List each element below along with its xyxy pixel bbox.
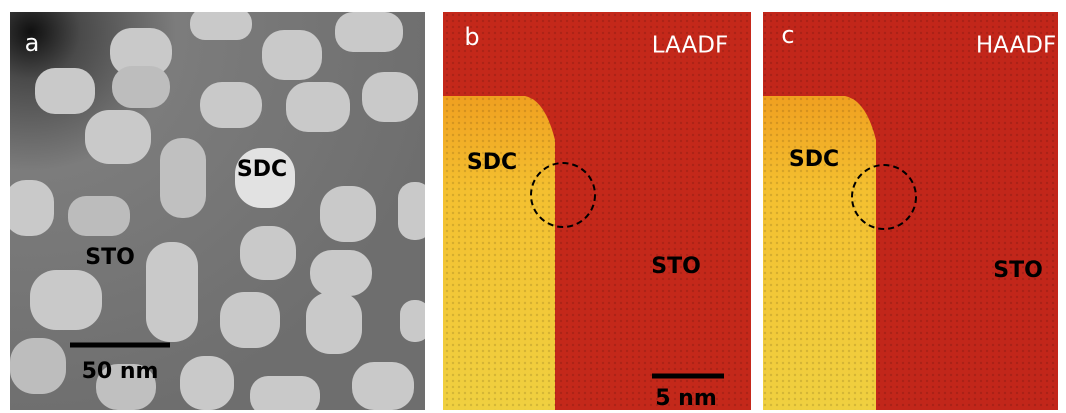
scale-bar-label: 50 nm <box>82 359 159 384</box>
panel-b: b LAADF SDC STO 5 nm <box>443 12 751 411</box>
material-label: STO <box>85 245 135 270</box>
material-label: SDC <box>789 147 839 172</box>
material-label: STO <box>651 254 701 279</box>
panel-label: c <box>781 21 794 49</box>
figure: a SDC STO 50 nm b LAADF SDC STO 5 nm c H… <box>0 0 1066 413</box>
panel-label: b <box>464 23 479 51</box>
panel-a: a SDC STO 50 nm <box>4 8 432 413</box>
material-label: STO <box>993 258 1043 283</box>
material-label: SDC <box>237 157 287 182</box>
scale-bar-label: 5 nm <box>655 386 717 411</box>
mode-label: LAADF <box>652 33 728 59</box>
panel-label: a <box>25 29 40 57</box>
panel-c: c HAADF SDC STO <box>763 12 1058 410</box>
mode-label: HAADF <box>976 33 1056 59</box>
material-label: SDC <box>467 150 517 175</box>
